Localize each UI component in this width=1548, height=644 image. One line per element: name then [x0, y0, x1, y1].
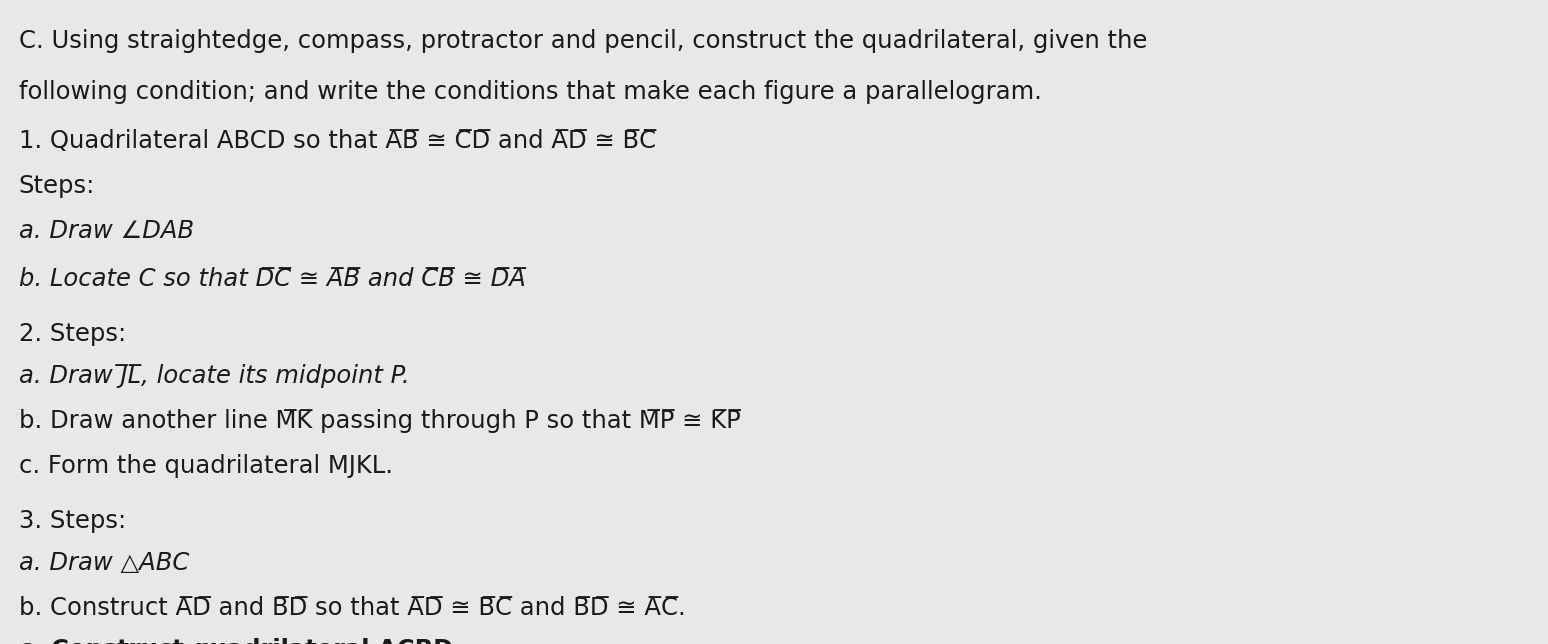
- Text: 3. Steps:: 3. Steps:: [19, 509, 125, 533]
- Text: b. Locate C so that D̅C̅ ≅ A̅B̅ and C̅B̅ ≅ D̅A̅: b. Locate C so that D̅C̅ ≅ A̅B̅ and C̅B̅…: [19, 267, 525, 291]
- Text: a. Draw △ABC: a. Draw △ABC: [19, 551, 189, 574]
- Text: Steps:: Steps:: [19, 174, 94, 198]
- Text: a. Draw J̅L̅, locate its midpoint P.: a. Draw J̅L̅, locate its midpoint P.: [19, 364, 409, 388]
- Text: b. Draw another line M̅K̅ passing through P so that M̅P̅ ≅ K̅P̅: b. Draw another line M̅K̅ passing throug…: [19, 409, 740, 433]
- Text: c. Construct quadrilateral ACBD.: c. Construct quadrilateral ACBD.: [19, 638, 461, 644]
- Text: C. Using straightedge, compass, protractor and pencil, construct the quadrilater: C. Using straightedge, compass, protract…: [19, 29, 1147, 53]
- Text: following condition; and write the conditions that make each figure a parallelog: following condition; and write the condi…: [19, 80, 1042, 104]
- Text: 1. Quadrilateral ABCD so that A̅B̅ ≅ C̅D̅ and A̅D̅ ≅ B̅C̅: 1. Quadrilateral ABCD so that A̅B̅ ≅ C̅D…: [19, 129, 656, 153]
- Text: 2. Steps:: 2. Steps:: [19, 322, 125, 346]
- Text: c. Form the quadrilateral MJKL.: c. Form the quadrilateral MJKL.: [19, 454, 393, 478]
- Text: a. Draw ∠DAB: a. Draw ∠DAB: [19, 219, 194, 243]
- Text: b. Construct A̅D̅ and B̅D̅ so that A̅D̅ ≅ B̅C̅ and B̅D̅ ≅ A̅C̅.: b. Construct A̅D̅ and B̅D̅ so that A̅D̅ …: [19, 596, 686, 620]
